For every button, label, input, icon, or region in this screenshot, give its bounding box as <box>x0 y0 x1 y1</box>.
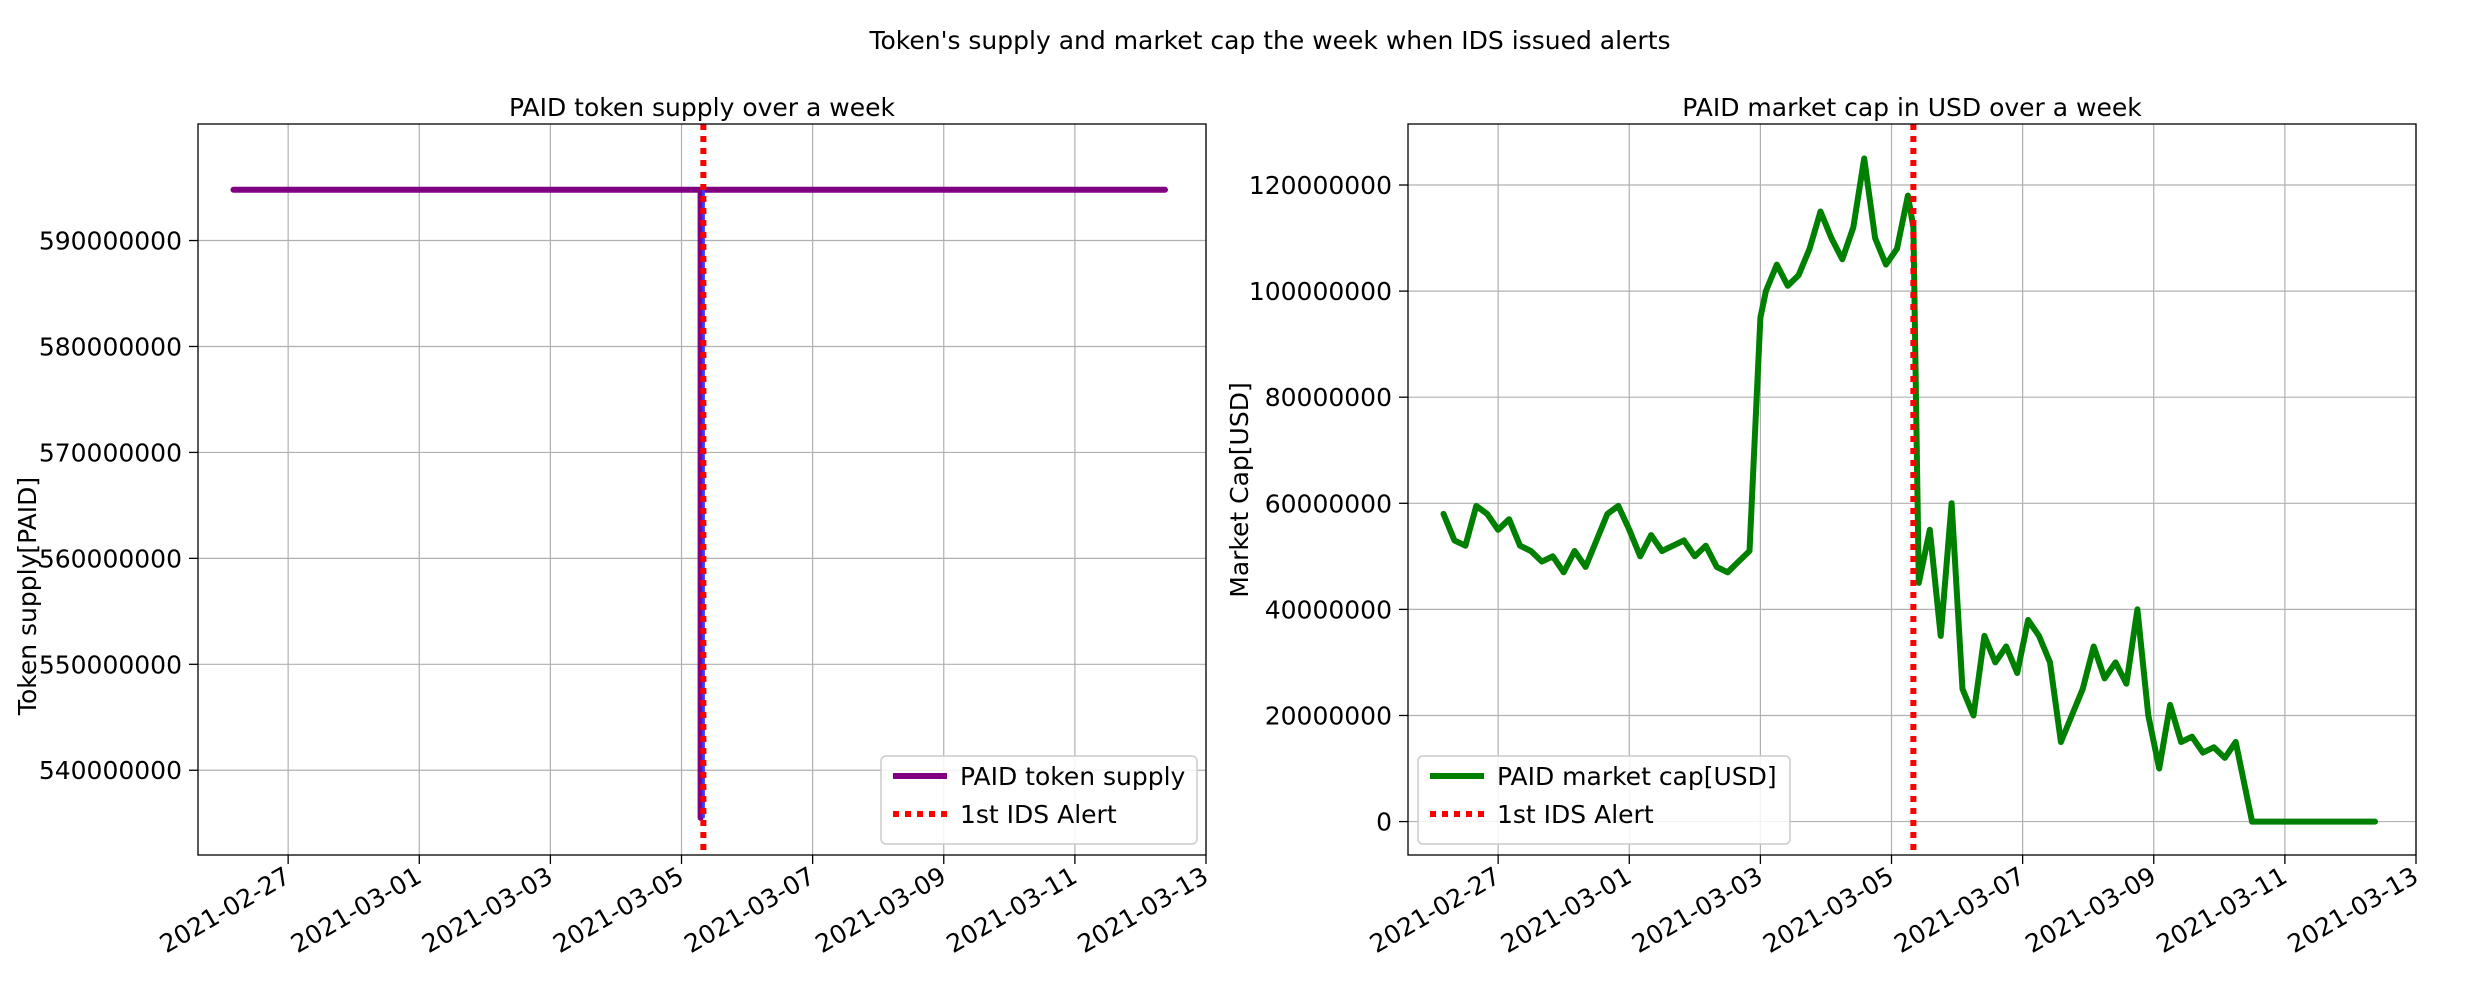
market-cap-y-tick-label: 100000000 <box>1249 277 1392 306</box>
token-supply-y-tick-label: 540000000 <box>39 756 182 785</box>
token-supply-legend-frame <box>880 755 1198 845</box>
token-supply-chart-title: PAID token supply over a week <box>509 93 895 122</box>
market-cap-legend-label: PAID market cap[USD] <box>1497 762 1777 791</box>
token-supply-y-tick-label: 550000000 <box>39 650 182 679</box>
token-supply-legend: PAID token supply 1st IDS Alert <box>880 755 1198 845</box>
market-cap-y-tick-label: 120000000 <box>1249 171 1392 200</box>
market-cap-y-tick-label: 40000000 <box>1265 595 1392 624</box>
market-cap-series-line <box>1440 155 2378 825</box>
market-cap-grid <box>1408 124 2417 855</box>
market-cap-y-axis-label: Market Cap[USD] <box>1225 382 1254 597</box>
market-cap-legend-frame <box>1417 755 1791 845</box>
market-cap-y-tick-label: 80000000 <box>1265 383 1392 412</box>
market-cap-plot-frame <box>1407 123 2417 856</box>
token-supply-y-tick-label: 590000000 <box>39 227 182 256</box>
token-supply-y-tick-label: 580000000 <box>39 332 182 361</box>
token-supply-plot-frame <box>197 123 1207 856</box>
token-supply-lines <box>230 124 1168 855</box>
token-supply-y-axis-label: Token supply[PAID] <box>13 477 42 716</box>
figure-title: Token's supply and market cap the week w… <box>868 26 1670 55</box>
token-supply-legend-label: PAID token supply <box>960 762 1186 791</box>
market-cap-legend: PAID market cap[USD] 1st IDS Alert <box>1417 755 1791 845</box>
token-supply-y-tick-label: 570000000 <box>39 438 182 467</box>
token-supply-series-line <box>230 186 1168 821</box>
token-supply-legend-alert-label: 1st IDS Alert <box>960 800 1117 829</box>
market-cap-lines <box>1440 124 2378 855</box>
market-cap-legend-alert-label: 1st IDS Alert <box>1497 800 1654 829</box>
market-cap-y-tick-label: 60000000 <box>1265 489 1392 518</box>
market-cap-chart-title: PAID market cap in USD over a week <box>1682 93 2142 122</box>
market-cap-y-tick-label: 20000000 <box>1265 701 1392 730</box>
token-supply-y-tick-label: 560000000 <box>39 544 182 573</box>
market-cap-y-tick-label: 0 <box>1376 808 1392 837</box>
